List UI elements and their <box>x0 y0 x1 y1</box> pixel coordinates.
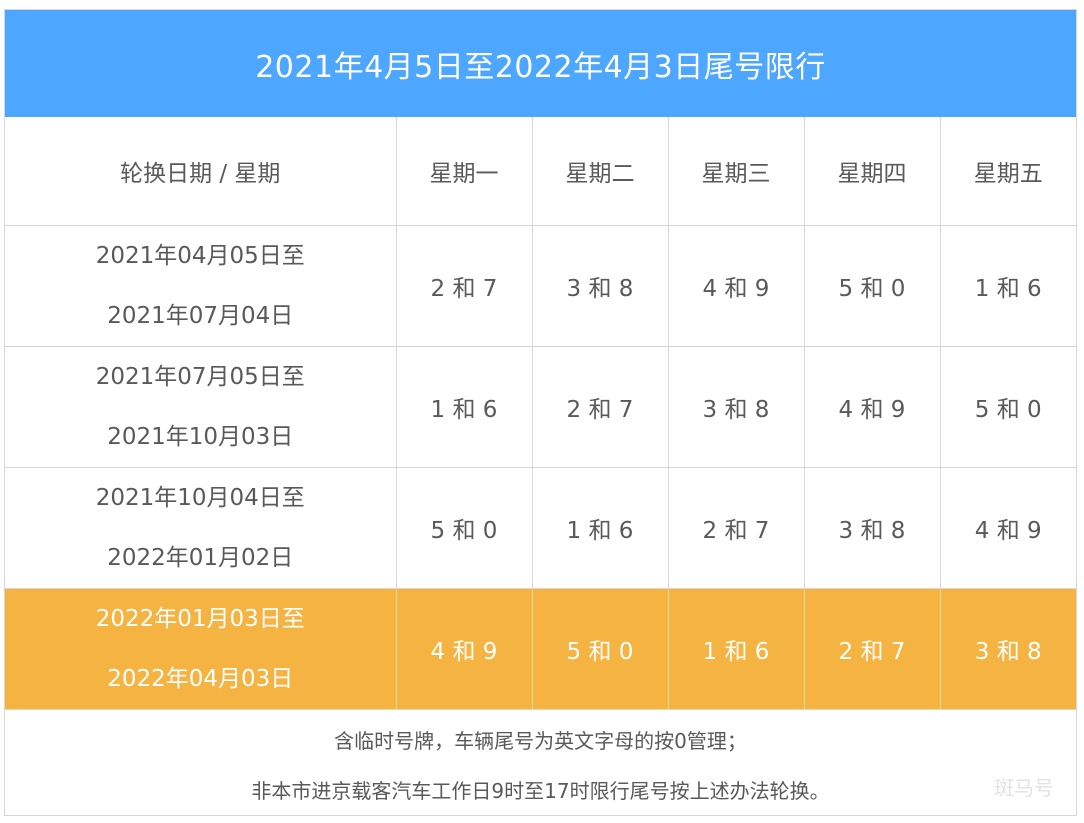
plate-digits-cell: 3 和 8 <box>803 466 941 589</box>
plate-digits-cell: 4 和 9 <box>803 345 941 468</box>
plate-digits-cell: 5 和 0 <box>939 345 1076 468</box>
column-header-wednesday: 星期三 <box>667 117 805 226</box>
column-header-thursday: 星期四 <box>803 117 941 226</box>
restriction-sheet: 2021年4月5日至2022年4月3日尾号限行 轮换日期 / 星期 星期一 星期… <box>4 9 1077 816</box>
plate-digits-cell: 3 和 8 <box>531 224 669 347</box>
plate-digits-cell: 3 和 8 <box>939 587 1076 710</box>
footnote-line: 含临时号牌，车辆尾号为英文字母的按0管理； <box>334 729 747 753</box>
period-cell: 2021年04月05日至 2021年07月04日 <box>5 224 397 347</box>
table-row: 2021年07月05日至 2021年10月03日 1 和 6 2 和 7 3 和… <box>5 345 1076 468</box>
plate-digits-cell: 5 和 0 <box>395 466 533 589</box>
plate-digits-cell: 2 和 7 <box>531 345 669 468</box>
column-header-period: 轮换日期 / 星期 <box>5 117 397 226</box>
plate-digits-cell: 2 和 7 <box>667 466 805 589</box>
plate-digits-cell: 1 和 6 <box>531 466 669 589</box>
period-end: 2022年04月03日 <box>107 665 294 692</box>
table-row: 2021年10月04日至 2022年01月02日 5 和 0 1 和 6 2 和… <box>5 466 1076 589</box>
period-end: 2021年10月03日 <box>107 423 294 450</box>
period-start: 2021年10月04日至 <box>95 484 305 511</box>
page-title: 2021年4月5日至2022年4月3日尾号限行 <box>5 10 1076 117</box>
plate-digits-cell: 1 和 6 <box>395 345 533 468</box>
period-cell: 2022年01月03日至 2022年04月03日 <box>5 587 397 710</box>
table-row-current: 2022年01月03日至 2022年04月03日 4 和 9 5 和 0 1 和… <box>5 587 1076 710</box>
watermark-logo: 斑马号 <box>994 776 1054 800</box>
period-end: 2022年01月02日 <box>107 544 294 571</box>
period-cell: 2021年10月04日至 2022年01月02日 <box>5 466 397 589</box>
column-header-friday: 星期五 <box>939 117 1076 226</box>
period-start: 2021年07月05日至 <box>95 363 305 390</box>
plate-digits-cell: 1 和 6 <box>939 224 1076 347</box>
restriction-table: 轮换日期 / 星期 星期一 星期二 星期三 星期四 星期五 2021年04月05… <box>5 117 1076 710</box>
column-header-monday: 星期一 <box>395 117 533 226</box>
plate-digits-cell: 3 和 8 <box>667 345 805 468</box>
plate-digits-cell: 4 和 9 <box>939 466 1076 589</box>
table-header-row: 轮换日期 / 星期 星期一 星期二 星期三 星期四 星期五 <box>5 117 1076 226</box>
plate-digits-cell: 4 和 9 <box>667 224 805 347</box>
footnote-line: 非本市进京载客汽车工作日9时至17时限行尾号按上述办法轮换。 <box>251 779 830 803</box>
table-row: 2021年04月05日至 2021年07月04日 2 和 7 3 和 8 4 和… <box>5 224 1076 347</box>
plate-digits-cell: 1 和 6 <box>667 587 805 710</box>
period-start: 2022年01月03日至 <box>95 605 305 632</box>
period-cell: 2021年07月05日至 2021年10月03日 <box>5 345 397 468</box>
period-start: 2021年04月05日至 <box>95 242 305 269</box>
plate-digits-cell: 5 和 0 <box>531 587 669 710</box>
plate-digits-cell: 2 和 7 <box>395 224 533 347</box>
period-end: 2021年07月04日 <box>107 302 294 329</box>
footnotes: 含临时号牌，车辆尾号为英文字母的按0管理； 非本市进京载客汽车工作日9时至17时… <box>5 709 1076 815</box>
plate-digits-cell: 2 和 7 <box>803 587 941 710</box>
column-header-tuesday: 星期二 <box>531 117 669 226</box>
plate-digits-cell: 5 和 0 <box>803 224 941 347</box>
plate-digits-cell: 4 和 9 <box>395 587 533 710</box>
